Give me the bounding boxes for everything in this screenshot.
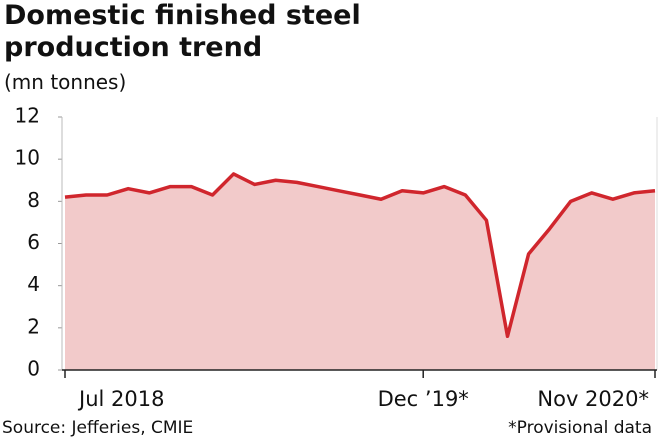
y-tick-label: 8	[27, 188, 40, 212]
line	[64, 172, 656, 339]
area	[65, 173, 655, 370]
chart-title: Domestic finished steel production trend	[4, 0, 361, 63]
y-tick-label: 12	[15, 104, 40, 128]
y-tick-label: 10	[15, 146, 40, 170]
y-tick-label: 4	[27, 272, 40, 296]
y-tick-label: 2	[27, 314, 40, 338]
x-tick-label: Dec ’19*	[378, 387, 469, 411]
source: Source: Jefferies, CMIE	[2, 418, 193, 438]
x-tick-label: Jul 2018	[77, 387, 164, 411]
y-tick-label: 0	[27, 357, 40, 381]
x-tick-label: Nov 2020*	[537, 387, 649, 411]
note: *Provisional data	[508, 418, 652, 438]
chart-subtitle: (mn tonnes)	[4, 70, 127, 94]
y-tick-label: 6	[27, 230, 40, 254]
